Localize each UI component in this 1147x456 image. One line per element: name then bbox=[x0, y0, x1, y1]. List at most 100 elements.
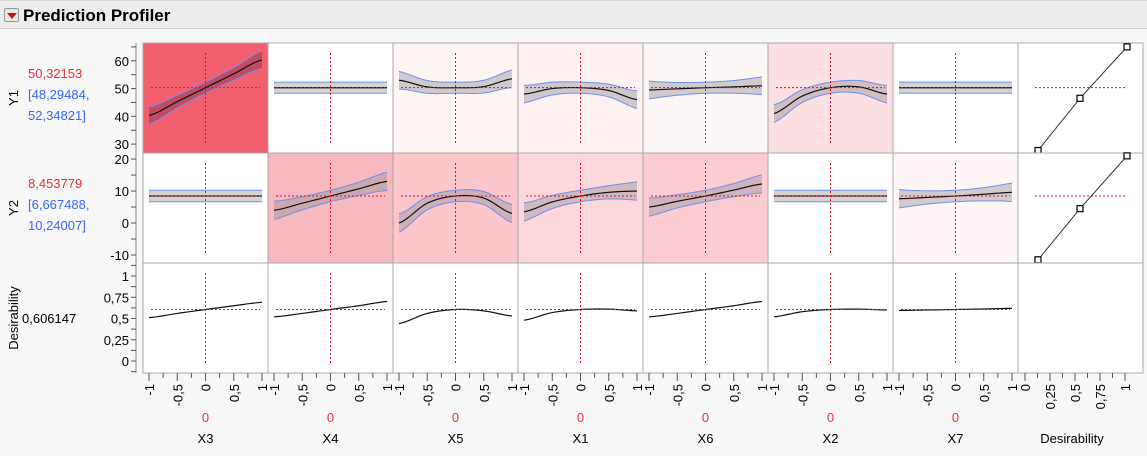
confidence-band bbox=[774, 80, 887, 123]
x-tick-label: -0,5 bbox=[420, 384, 435, 406]
x-tick-label: 0,75 bbox=[1093, 384, 1108, 409]
factor-current-value-X4[interactable]: 0 bbox=[327, 410, 334, 425]
x-tick-label: -0,5 bbox=[545, 384, 560, 406]
y-tick-label: 0,75 bbox=[104, 290, 129, 305]
x-tick-label: -1 bbox=[517, 384, 532, 396]
factor-current-value-X5[interactable]: 0 bbox=[452, 410, 459, 425]
prediction-trace bbox=[398, 78, 513, 89]
x-tick-label: 0 bbox=[1018, 384, 1033, 391]
x-tick-label: 1 bbox=[380, 384, 395, 391]
ci-upper-line bbox=[273, 171, 388, 202]
factor-label-X5: X5 bbox=[448, 431, 464, 446]
x-tick-label: 0 bbox=[449, 384, 464, 391]
desirability-handle[interactable] bbox=[1076, 94, 1084, 102]
response-current-value: 8,453779 bbox=[28, 176, 82, 191]
ci-lower-line bbox=[398, 200, 513, 233]
factor-label-X4: X4 bbox=[323, 431, 339, 446]
desirability-handle[interactable] bbox=[1123, 152, 1131, 160]
factor-label-X3: X3 bbox=[198, 431, 214, 446]
factor-label-X6: X6 bbox=[698, 431, 714, 446]
x-tick-label: -0,5 bbox=[295, 384, 310, 406]
prediction-trace bbox=[523, 86, 638, 101]
response-ci-high: 10,24007] bbox=[28, 218, 86, 233]
desirability-handle[interactable] bbox=[1076, 205, 1084, 213]
y-tick-label: 60 bbox=[115, 54, 129, 69]
red-triangle-menu-icon[interactable] bbox=[4, 8, 19, 22]
y-tick-label: 30 bbox=[115, 137, 129, 152]
factor-current-value-X2[interactable]: 0 bbox=[827, 410, 834, 425]
x-tick-label: 0 bbox=[574, 384, 589, 391]
x-tick-label: -1 bbox=[267, 384, 282, 396]
y-tick-label: 20 bbox=[115, 152, 129, 167]
x-tick-label: -1 bbox=[767, 384, 782, 396]
factor-current-value-X1[interactable]: 0 bbox=[577, 410, 584, 425]
y-tick-label: 0 bbox=[122, 216, 129, 231]
prediction-trace bbox=[773, 85, 888, 115]
x-tick-label: 0 bbox=[699, 384, 714, 391]
x-tick-label: 1 bbox=[1005, 384, 1020, 391]
desirability-handle[interactable] bbox=[1123, 43, 1131, 51]
x-tick-label: 0,5 bbox=[852, 384, 867, 402]
confidence-band bbox=[399, 69, 512, 94]
y-tick-label: 0 bbox=[122, 354, 129, 369]
page-title: Prediction Profiler bbox=[23, 6, 171, 25]
x-tick-label: 1 bbox=[255, 384, 270, 391]
x-tick-label: -0,5 bbox=[170, 384, 185, 406]
factor-label-X7: X7 bbox=[948, 431, 964, 446]
y-tick-label: -10 bbox=[110, 248, 129, 263]
x-tick-label: 0,5 bbox=[352, 384, 367, 402]
response-ci-low: [48,29484, bbox=[28, 87, 89, 102]
x-tick-label: -1 bbox=[392, 384, 407, 396]
ci-lower-line bbox=[648, 192, 763, 217]
x-tick-label: -0,5 bbox=[920, 384, 935, 406]
response-ci-high: 52,34821] bbox=[28, 108, 86, 123]
x-tick-label: -1 bbox=[892, 384, 907, 396]
x-tick-label: 0,5 bbox=[977, 384, 992, 402]
confidence-band bbox=[399, 189, 512, 233]
y-tick-label: 40 bbox=[115, 109, 129, 124]
y-tick-label: 10 bbox=[115, 184, 129, 199]
x-tick-label: 1 bbox=[755, 384, 770, 391]
ci-upper-line bbox=[523, 181, 638, 204]
y-tick-label: 1 bbox=[122, 269, 129, 284]
x-tick-label: -0,5 bbox=[795, 384, 810, 406]
prediction-trace bbox=[648, 85, 763, 91]
x-tick-label: -1 bbox=[642, 384, 657, 396]
y-tick-label: 0,5 bbox=[111, 312, 129, 327]
factor-label-X2: X2 bbox=[823, 431, 839, 446]
ci-upper-line bbox=[898, 182, 1013, 192]
x-tick-label: 0,5 bbox=[727, 384, 742, 402]
x-tick-label: 0,5 bbox=[477, 384, 492, 402]
factor-label-X1: X1 bbox=[573, 431, 589, 446]
empty-panel bbox=[1017, 262, 1144, 374]
response-label-Y1: Y1 bbox=[6, 90, 21, 106]
x-tick-label: 0 bbox=[824, 384, 839, 391]
factor-current-value-X6[interactable]: 0 bbox=[702, 410, 709, 425]
x-tick-label: 0 bbox=[949, 384, 964, 391]
response-current-value: 50,32153 bbox=[28, 66, 82, 81]
desirability-axis-label: Desirability bbox=[1040, 431, 1104, 446]
desirability-handle[interactable] bbox=[1034, 256, 1042, 264]
x-tick-label: 0,5 bbox=[602, 384, 617, 402]
factor-current-value-X7[interactable]: 0 bbox=[952, 410, 959, 425]
factor-current-value-X3[interactable]: 0 bbox=[202, 410, 209, 425]
y-tick-label: 0,25 bbox=[104, 333, 129, 348]
x-tick-label: 0,5 bbox=[1068, 384, 1083, 402]
profiler-header: Prediction Profiler bbox=[0, 0, 1147, 29]
x-tick-label: -1 bbox=[142, 384, 157, 396]
x-tick-label: 0 bbox=[324, 384, 339, 391]
prediction-trace bbox=[148, 59, 263, 117]
x-tick-label: 0,5 bbox=[227, 384, 242, 402]
x-tick-label: 1 bbox=[880, 384, 895, 391]
x-tick-label: 1 bbox=[630, 384, 645, 391]
response-ci-low: [6,667488, bbox=[28, 197, 89, 212]
y-tick-label: 50 bbox=[115, 82, 129, 97]
x-tick-label: -0,5 bbox=[670, 384, 685, 406]
x-tick-label: 1 bbox=[1118, 384, 1133, 391]
ci-lower-line bbox=[523, 198, 638, 222]
x-tick-label: 1 bbox=[505, 384, 520, 391]
ci-lower-line bbox=[273, 190, 388, 220]
x-tick-label: 0 bbox=[199, 384, 214, 391]
ci-lower-line bbox=[898, 200, 1013, 209]
